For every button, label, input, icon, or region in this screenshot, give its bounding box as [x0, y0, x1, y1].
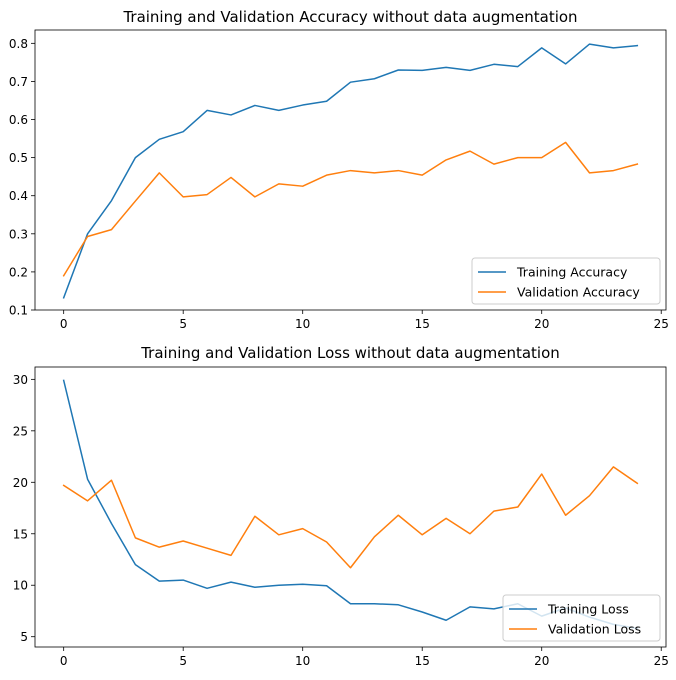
loss-x-tick-label: 10 [295, 654, 310, 668]
loss-y-tick-label: 10 [13, 579, 28, 593]
loss-x-tick-label: 5 [179, 654, 187, 668]
accuracy-y-tick-label: 0.6 [9, 113, 28, 127]
accuracy-legend-label: Validation Accuracy [517, 285, 640, 300]
accuracy-chart-title: Training and Validation Accuracy without… [122, 8, 577, 26]
loss-legend-label: Validation Loss [548, 622, 641, 637]
accuracy-x-tick-label: 10 [295, 317, 310, 331]
loss-chart: Training and Validation Loss without dat… [13, 344, 669, 668]
accuracy-series-line-validation-accuracy [62, 141, 639, 277]
loss-x-tick-label: 0 [60, 654, 68, 668]
loss-series-line-validation-loss [62, 466, 639, 569]
accuracy-legend-label: Training Accuracy [516, 265, 628, 280]
accuracy-y-tick-label: 0.2 [9, 265, 28, 279]
accuracy-y-tick-label: 0.1 [9, 304, 28, 318]
loss-chart-title: Training and Validation Loss without dat… [140, 344, 560, 362]
loss-legend-box [502, 594, 661, 642]
loss-plot-frame [34, 366, 667, 648]
loss-legend: Training Loss Validation Loss [502, 594, 661, 642]
accuracy-x-tick-label: 5 [179, 317, 187, 331]
loss-y-tick-label: 30 [13, 373, 28, 387]
accuracy-x-tick-label: 0 [60, 317, 68, 331]
loss-x-tick-label: 20 [534, 654, 549, 668]
accuracy-y-tick-label: 0.7 [9, 75, 28, 89]
loss-x-tick-label: 15 [415, 654, 430, 668]
loss-y-tick-label: 15 [13, 527, 28, 541]
loss-series-line-training-loss [62, 379, 639, 630]
accuracy-plot-frame [34, 29, 667, 311]
accuracy-x-tick-label: 20 [534, 317, 549, 331]
accuracy-series-line-training-accuracy [62, 43, 639, 299]
accuracy-y-tick-label: 0.8 [9, 37, 28, 51]
accuracy-x-tick-label: 25 [654, 317, 669, 331]
accuracy-y-tick-label: 0.3 [9, 227, 28, 241]
loss-y-tick-label: 20 [13, 476, 28, 490]
accuracy-y-tick-label: 0.5 [9, 151, 28, 165]
accuracy-legend-box [471, 257, 661, 305]
accuracy-y-tick-label: 0.4 [9, 189, 28, 203]
accuracy-x-tick-label: 15 [415, 317, 430, 331]
accuracy-legend: Training Accuracy Validation Accuracy [471, 257, 661, 305]
loss-y-tick-label: 5 [20, 630, 28, 644]
accuracy-chart: Training and Validation Accuracy without… [9, 8, 669, 331]
loss-legend-label: Training Loss [547, 602, 629, 617]
loss-y-tick-label: 25 [13, 424, 28, 438]
loss-x-tick-label: 25 [654, 654, 669, 668]
